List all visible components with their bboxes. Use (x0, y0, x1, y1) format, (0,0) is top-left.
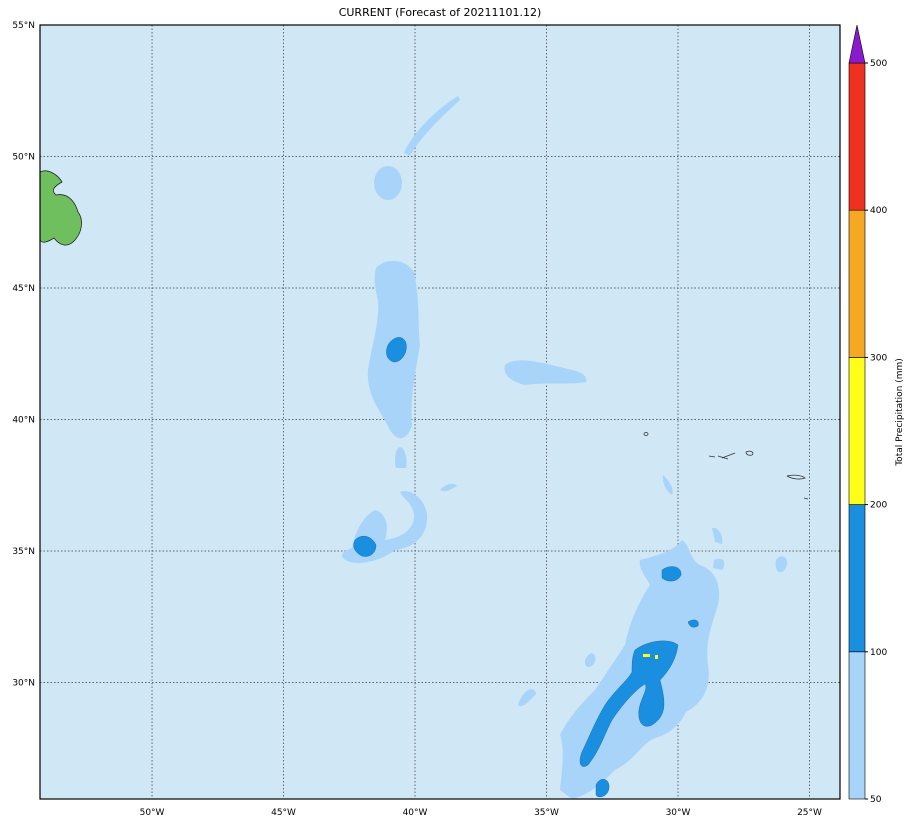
colorbar-segment (848, 357, 866, 505)
island (643, 432, 649, 436)
lon-label: 50°W (140, 808, 165, 818)
land (39, 170, 809, 500)
colorbar-segment (848, 62, 866, 211)
lat-label: 30°N (12, 678, 35, 688)
lon-label: 35°W (534, 808, 559, 818)
colorbar: 50 100 200 300 400 500 (848, 24, 887, 805)
colorbar-segment (848, 209, 866, 358)
colorbar-segment (848, 504, 866, 653)
precip-area (374, 166, 402, 200)
colorbar-segment (848, 651, 866, 800)
lon-label: 40°W (403, 808, 428, 818)
precip-area (662, 475, 673, 495)
lat-label: 45°N (12, 284, 35, 294)
map-frame (39, 24, 841, 800)
precip-area (518, 527, 788, 707)
newfoundland (39, 170, 82, 246)
colorbar-tick-label: 100 (870, 648, 887, 658)
colorbar-tick-label: 500 (870, 59, 887, 69)
precip-core (579, 640, 679, 767)
map (39, 24, 841, 800)
precip-core (353, 337, 699, 798)
colorbar-tick-label: 50 (870, 795, 882, 805)
colorbar-extension (848, 24, 866, 64)
lat-label: 55°N (12, 21, 35, 31)
precip-area (504, 360, 587, 385)
azores (708, 450, 809, 500)
lat-label: 40°N (12, 415, 35, 425)
precip-area (404, 96, 460, 156)
lat-label: 35°N (12, 547, 35, 557)
lon-label: 45°W (271, 808, 296, 818)
ocean (40, 25, 840, 799)
precip-area (394, 447, 407, 468)
colorbar-tick-label: 300 (870, 353, 887, 363)
colorbar-label: Total Precipitation (mm) (895, 358, 905, 467)
lon-label: 30°W (666, 808, 691, 818)
colorbar-tick-label: 200 (870, 501, 887, 511)
lat-label: 50°N (12, 152, 35, 162)
precipitation (341, 96, 788, 799)
precip-peak (643, 654, 658, 659)
colorbar-tick-label: 400 (870, 206, 887, 216)
lon-label: 25°W (797, 808, 822, 818)
title: CURRENT (Forecast of 20211101.12) (339, 6, 542, 19)
precip-area (440, 483, 457, 492)
